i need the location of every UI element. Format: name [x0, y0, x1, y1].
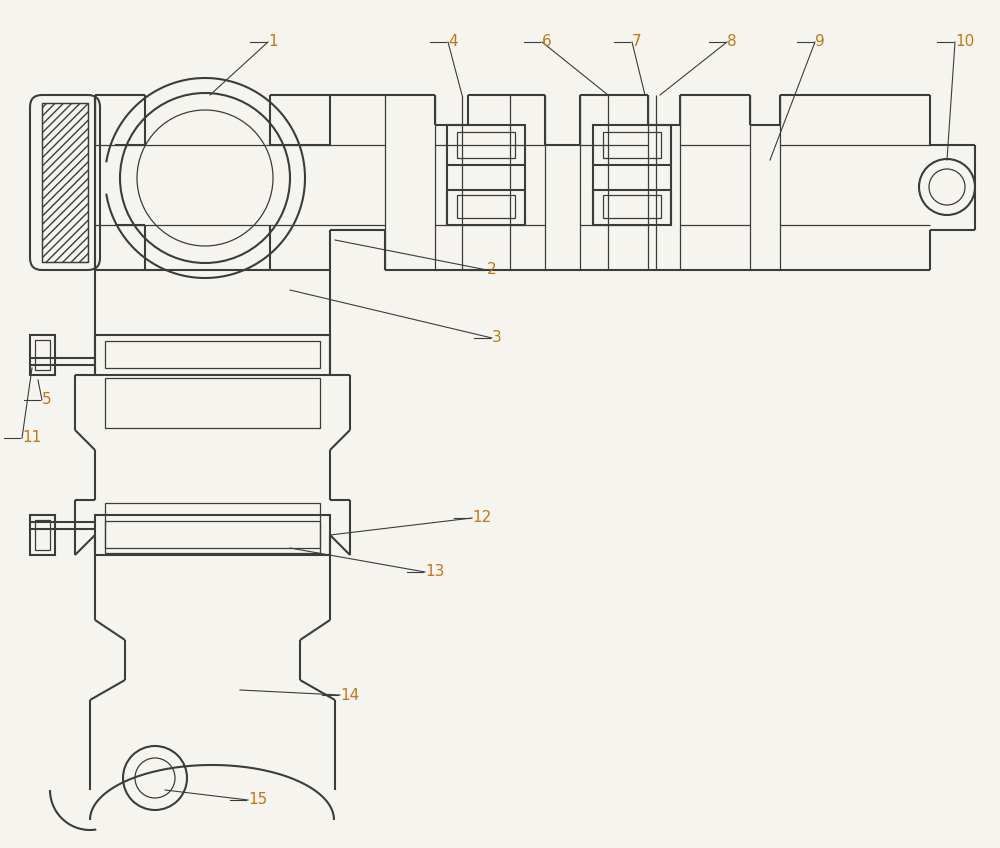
Bar: [593, 190, 671, 225]
Text: 4: 4: [448, 35, 458, 49]
Bar: [603, 132, 661, 158]
Bar: [105, 341, 320, 368]
Bar: [42, 103, 88, 262]
Bar: [603, 195, 661, 218]
Bar: [447, 125, 525, 165]
Text: 12: 12: [472, 510, 491, 526]
Bar: [30, 335, 55, 375]
Bar: [105, 378, 320, 428]
Bar: [30, 515, 55, 555]
Bar: [447, 190, 525, 225]
Text: 6: 6: [542, 35, 552, 49]
Bar: [95, 515, 330, 555]
Text: 3: 3: [492, 331, 502, 345]
Text: 14: 14: [340, 688, 359, 702]
Text: 15: 15: [248, 793, 267, 807]
Text: 13: 13: [425, 565, 444, 579]
Text: 10: 10: [955, 35, 974, 49]
Bar: [105, 521, 320, 548]
Bar: [105, 503, 320, 553]
Bar: [35, 340, 50, 370]
Text: 9: 9: [815, 35, 825, 49]
Text: 2: 2: [487, 263, 497, 277]
Bar: [457, 195, 515, 218]
Bar: [42, 103, 88, 262]
Bar: [593, 125, 671, 165]
Bar: [457, 132, 515, 158]
Bar: [95, 335, 330, 375]
Text: 5: 5: [42, 393, 52, 408]
Text: 7: 7: [632, 35, 642, 49]
Text: 1: 1: [268, 35, 278, 49]
Text: 8: 8: [727, 35, 737, 49]
Text: 11: 11: [22, 431, 41, 445]
Bar: [35, 520, 50, 550]
